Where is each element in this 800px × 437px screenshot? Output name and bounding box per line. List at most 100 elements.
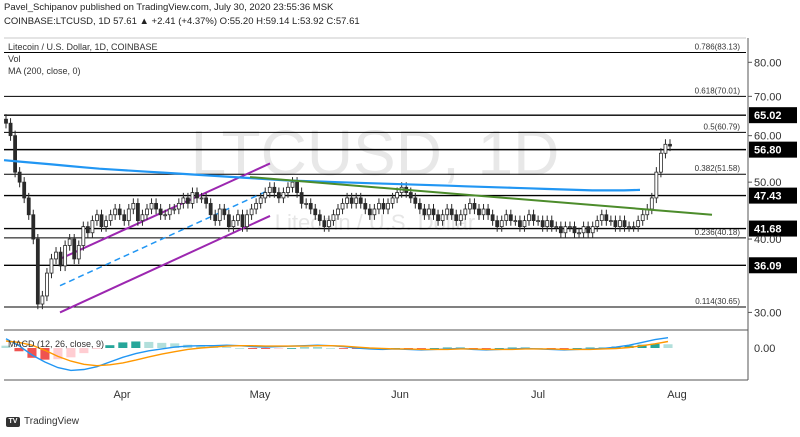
candle-body: [26, 197, 31, 216]
candle-body: [295, 181, 299, 193]
candle-body: [217, 208, 222, 222]
candle-body: [363, 203, 368, 210]
candle-body: [599, 214, 604, 222]
candle-body: [558, 226, 563, 234]
candle-body: [395, 192, 400, 199]
ma200-line: [3, 159, 641, 192]
candle-body: [108, 214, 113, 222]
macd-histogram-bar: [572, 348, 582, 349]
time-tick-label: Apr: [113, 389, 130, 401]
macd-histogram-bar: [481, 348, 491, 349]
macd-histogram-bar: [144, 341, 154, 348]
candle-body: [236, 214, 240, 222]
macd-histogram-bar: [131, 341, 141, 348]
candle-body: [286, 186, 290, 193]
candle-body: [327, 220, 331, 228]
candle-body: [377, 203, 381, 210]
publish-info: Pavel_Schipanov published on TradingView…: [4, 2, 334, 13]
macd-histogram-bar: [559, 348, 569, 349]
price-tick-label: 50.00: [754, 177, 782, 189]
macd-histogram-bar: [312, 347, 323, 349]
candle-body: [381, 203, 386, 210]
candle-body: [518, 220, 522, 228]
level-price-tag-label: 65.02: [754, 110, 782, 122]
candle-body: [372, 208, 377, 216]
candle-body: [17, 171, 22, 183]
candle-body: [481, 208, 486, 216]
candle-body: [245, 214, 249, 228]
level-price-tag-label: 56.80: [754, 145, 782, 157]
candle-body: [322, 220, 327, 228]
candle-body: [545, 220, 550, 228]
candle-body: [76, 245, 81, 260]
price-tick-label: 70.00: [754, 91, 782, 103]
candle-body: [145, 208, 149, 216]
level-price-tag: [749, 220, 797, 237]
candle-body: [331, 214, 336, 222]
macd-histogram-bar: [1, 345, 11, 348]
fib-level-label: 0.236(40.18): [695, 228, 741, 237]
macd-histogram-bar: [507, 347, 517, 349]
candle-body: [258, 197, 263, 204]
macd-histogram-bar: [222, 347, 232, 348]
macd-histogram-bar: [325, 348, 336, 349]
candle-body: [35, 238, 40, 305]
candle-body: [299, 192, 304, 204]
candle-body: [608, 220, 613, 223]
candle-body: [104, 220, 108, 228]
candle-body: [463, 208, 468, 216]
channel-lower-line: [59, 215, 271, 314]
candle-body: [563, 226, 568, 234]
candle-body: [390, 197, 395, 204]
level-price-tag-label: 36.09: [754, 260, 782, 272]
level-price-tag-label: 47.43: [754, 191, 782, 203]
candle-body: [190, 192, 195, 204]
channel-mid-line: [59, 189, 271, 287]
candle-body: [472, 203, 477, 210]
candle-body: [240, 214, 245, 228]
fib-level-label: 0.618(70.01): [695, 86, 741, 95]
candle-body: [663, 143, 668, 154]
candle-body: [213, 214, 218, 222]
macd-histogram-bar: [235, 348, 245, 349]
candle-body: [304, 203, 309, 205]
price-tick-label: 30.00: [754, 307, 782, 319]
candle-body: [95, 214, 99, 222]
candle-body: [149, 203, 154, 210]
macd-histogram-bar: [663, 344, 673, 348]
horizontal-levels: 0.786(83.13) 0.618(70.01) 65.02 0.5(60.79) 5…: [4, 43, 797, 308]
candle-body: [186, 197, 190, 204]
candle-body: [140, 214, 145, 222]
macd-histogram-bar: [287, 348, 297, 349]
candle-body: [422, 208, 427, 216]
candle-body: [113, 208, 118, 216]
candle-body: [117, 208, 122, 216]
macd-histogram-bar: [40, 348, 50, 360]
macd-histogram-bar: [79, 348, 89, 354]
macd-histogram-bar: [338, 348, 349, 349]
candle-body: [531, 214, 536, 222]
level-price-tag: [749, 187, 797, 204]
candle-body: [313, 208, 318, 216]
grid: [4, 37, 749, 381]
macd-histogram-bar: [429, 348, 439, 349]
candle-body: [577, 232, 581, 235]
candle-body: [131, 203, 136, 210]
candle-body: [618, 220, 622, 228]
candle-body: [267, 186, 272, 193]
candle-body: [40, 295, 45, 305]
candle-body: [540, 220, 545, 228]
candle-body: [586, 226, 591, 234]
candle-body: [636, 220, 641, 228]
candle-body: [22, 181, 27, 199]
candle-body: [408, 192, 413, 199]
candle-body: [358, 197, 363, 204]
candle-body: [508, 214, 513, 222]
tradingview-logo[interactable]: TV TradingView: [6, 416, 79, 427]
macd-label: MACD (12, 26, close, 9): [8, 339, 105, 349]
candle-body: [454, 214, 459, 222]
macd-histogram-bar: [170, 343, 180, 348]
level-price-tag: [749, 141, 797, 158]
macd-histogram-bar: [416, 348, 426, 349]
candle-body: [613, 220, 618, 228]
